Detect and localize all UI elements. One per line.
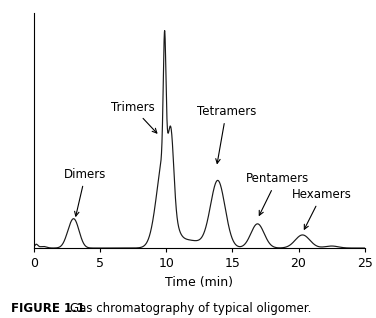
Text: Gas chromatography of typical oligomer.: Gas chromatography of typical oligomer. [55,302,311,315]
Text: Trimers: Trimers [111,100,157,133]
Text: FIGURE 1.1: FIGURE 1.1 [11,302,85,315]
Text: Hexamers: Hexamers [292,188,352,229]
Text: Dimers: Dimers [64,168,107,216]
Text: Tetramers: Tetramers [197,105,256,163]
Text: Pentamers: Pentamers [246,172,309,215]
X-axis label: Time (min): Time (min) [165,276,233,289]
